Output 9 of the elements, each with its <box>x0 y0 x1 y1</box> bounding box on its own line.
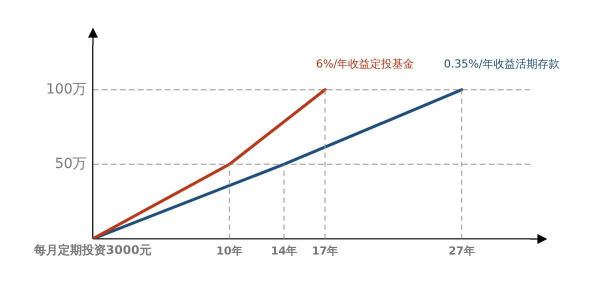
text: 0.35%/年收益活期存款 <box>444 58 560 71</box>
x-tick-label: 27年 <box>448 244 475 258</box>
y-tick-label: 100万 <box>46 81 87 98</box>
y-tick-label: 50万 <box>54 156 87 172</box>
x-tick-label: 17年 <box>312 244 338 258</box>
x-axis-title: 每月定期投资3000元 <box>33 242 152 257</box>
series-label: 6%/年收益定投基金 <box>316 58 414 71</box>
x-tick-label: 14年 <box>270 244 298 258</box>
x-tick-label: 10年 <box>216 244 243 258</box>
